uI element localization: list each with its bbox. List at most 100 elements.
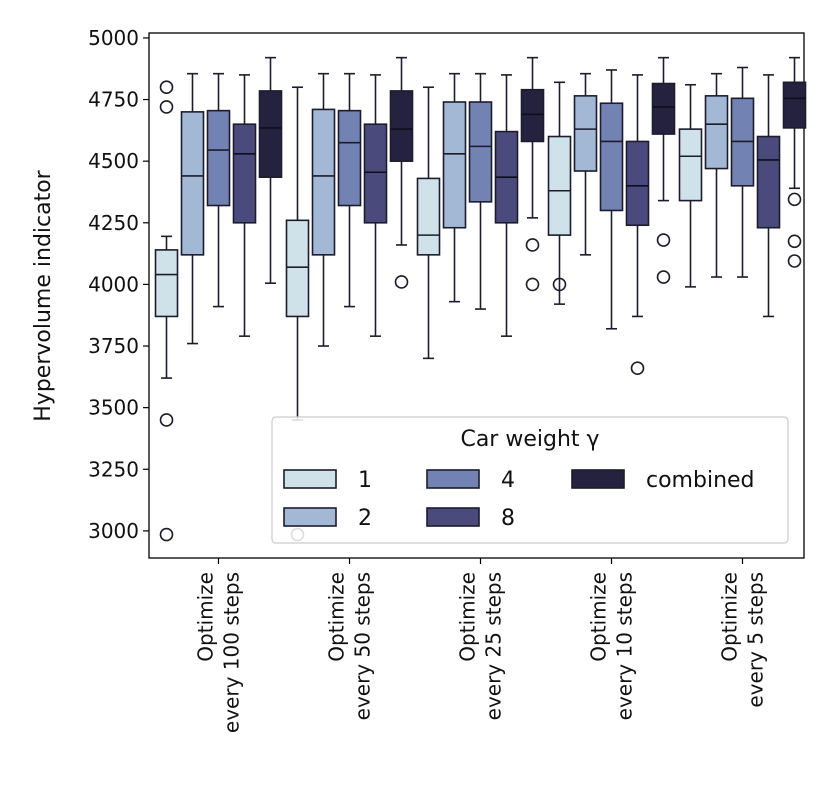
box-iqr (232, 123, 257, 224)
box-2-cat3 (442, 72, 467, 303)
legend-entry-4: 4 (426, 468, 515, 493)
legend-entry-combined: combined (571, 468, 755, 493)
outlier-point (630, 361, 645, 376)
x-tick-label: Optimize every 5 steps (718, 572, 768, 708)
x-tick-label: Optimize every 10 steps (587, 572, 637, 720)
box-iqr (442, 101, 467, 229)
outlier-point (525, 277, 540, 292)
box-iqr (311, 108, 336, 256)
box-iqr (285, 219, 310, 318)
legend-swatch (426, 507, 480, 527)
box-1-cat2 (285, 86, 310, 542)
x-tick-label-line: every 5 steps (744, 572, 768, 708)
box-iqr (389, 90, 414, 162)
axes-frame (148, 32, 805, 559)
box-iqr (599, 102, 624, 212)
box-iqr (468, 101, 493, 203)
box-iqr (154, 249, 179, 318)
x-tick-label-line: every 25 steps (482, 572, 506, 720)
outlier-point (656, 270, 671, 284)
legend-swatch (283, 469, 337, 489)
box-iqr (363, 123, 388, 224)
x-tick-label-line: every 100 steps (220, 572, 244, 733)
y-tick-label: 3000 (88, 519, 139, 543)
x-tick-label-line: Optimize (587, 572, 611, 662)
y-tick-label: 4000 (88, 272, 139, 296)
x-tick-label: Optimize every 50 steps (325, 572, 375, 720)
outlier-point (787, 254, 802, 268)
box-iqr (520, 88, 545, 143)
box-iqr (547, 135, 572, 236)
x-tick-label-line: every 10 steps (613, 572, 637, 720)
legend-swatch (571, 469, 625, 489)
legend-label: 1 (358, 468, 372, 493)
y-tick-label: 3250 (88, 457, 139, 481)
x-tick-label-line: Optimize (325, 572, 349, 662)
box-iqr (756, 135, 781, 229)
x-tick-label: Optimize every 25 steps (456, 572, 506, 720)
box-combined-cat4 (651, 56, 676, 284)
box-8-cat4 (625, 74, 650, 376)
legend-title: Car weight γ (460, 427, 599, 452)
box-4-cat3 (468, 72, 493, 310)
box-iqr (678, 128, 703, 202)
legend-label: combined (646, 468, 755, 493)
box-4-cat1 (206, 72, 231, 308)
legend-swatch (426, 469, 480, 489)
x-tick-label: Optimize every 100 steps (194, 572, 244, 733)
x-tick-label-line: Optimize (456, 572, 480, 662)
box-1-cat5 (678, 83, 703, 288)
box-iqr (782, 81, 807, 129)
y-axis-label: Hypervolume indicator (31, 169, 56, 421)
box-8-cat5 (756, 74, 781, 318)
box-2-cat1 (180, 72, 205, 345)
box-8-cat1 (232, 74, 257, 337)
legend-label: 4 (501, 468, 515, 493)
box-2-cat5 (704, 72, 729, 278)
legend-swatch (283, 507, 337, 527)
box-iqr (258, 90, 283, 178)
box-1-cat3 (416, 86, 441, 360)
y-tick-label: 5000 (88, 26, 139, 50)
y-tick-label: 3750 (88, 334, 139, 358)
legend-entry-1: 1 (283, 468, 372, 493)
outlier-point (159, 80, 174, 95)
outlier-point (787, 192, 802, 207)
x-tick-label-line: every 50 steps (351, 572, 375, 720)
box-combined-cat2 (389, 56, 414, 289)
box-4-cat2 (337, 72, 362, 308)
box-iqr (416, 177, 441, 256)
legend-frame (271, 416, 789, 544)
box-1-cat1 (154, 80, 179, 542)
outlier-point (787, 234, 802, 249)
box-combined-cat5 (782, 56, 807, 268)
box-8-cat3 (494, 74, 519, 337)
outlier-point (552, 277, 567, 292)
box-iqr (573, 95, 598, 172)
box-combined-cat3 (520, 56, 545, 292)
legend: Car weight γ 1 2 4 8 combined (271, 416, 789, 544)
box-iqr (625, 140, 650, 227)
legend-entry-8: 8 (426, 506, 515, 531)
box-iqr (651, 82, 676, 135)
legend-label: 8 (501, 506, 515, 531)
box-iqr (180, 111, 205, 256)
box-1-cat4 (547, 81, 572, 305)
legend-entry-2: 2 (283, 506, 372, 531)
x-tick-label-line: Optimize (718, 572, 742, 662)
legend-label: 2 (358, 506, 372, 531)
box-iqr (337, 109, 362, 207)
box-iqr (206, 109, 231, 207)
box-4-cat4 (599, 69, 624, 330)
box-2-cat4 (573, 72, 598, 256)
outlier-point (656, 233, 671, 247)
box-4-cat5 (730, 66, 755, 278)
y-tick-label: 4500 (88, 149, 139, 173)
outlier-point (159, 413, 174, 427)
outlier-point (159, 100, 174, 114)
plot-area: 3000 3250 3500 3750 4000 4250 4500 4750 5000 Opti… (88, 26, 807, 733)
box-8-cat2 (363, 74, 388, 337)
outlier-point (525, 238, 540, 252)
x-tick-label-line: Optimize (194, 572, 218, 662)
